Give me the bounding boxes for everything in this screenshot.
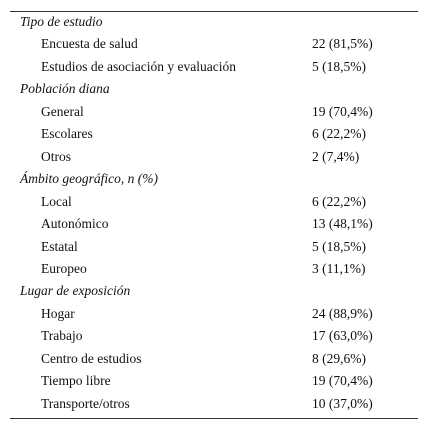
row-value: 5 (18,5%) bbox=[312, 58, 366, 74]
row-value: 8 (29,6%) bbox=[312, 350, 366, 366]
row-value: 5 (18,5%) bbox=[312, 238, 366, 254]
row-label: Trabajo bbox=[41, 328, 83, 344]
row-value: 6 (22,2%) bbox=[312, 126, 366, 142]
row-label: Encuesta de salud bbox=[41, 36, 138, 52]
row-value: 19 (70,4%) bbox=[312, 103, 373, 119]
row-value: 3 (11,1%) bbox=[312, 260, 366, 276]
section-title: Población diana bbox=[20, 81, 110, 97]
row-label: Centro de estudios bbox=[41, 350, 142, 366]
section-title: Lugar de exposición bbox=[20, 283, 131, 299]
row-label: Otros bbox=[41, 148, 71, 164]
row-label: Local bbox=[41, 193, 72, 209]
row-value: 13 (48,1%) bbox=[312, 216, 373, 232]
row-value: 22 (81,5%) bbox=[312, 36, 373, 52]
section-title: Tipo de estudio bbox=[20, 14, 103, 29]
row-label: Escolares bbox=[41, 126, 93, 142]
row-label: Tiempo libre bbox=[41, 373, 111, 389]
section-title: Ámbito geográfico, n (%) bbox=[20, 171, 158, 187]
row-label: Transporte/otros bbox=[41, 395, 130, 411]
row-label: Estudios de asociación y evaluación bbox=[41, 58, 236, 74]
row-value: 10 (37,0%) bbox=[312, 395, 373, 411]
row-label: Estatal bbox=[41, 238, 78, 254]
row-value: 2 (7,4%) bbox=[312, 148, 360, 164]
row-label: Autonómico bbox=[41, 216, 109, 232]
row-label: Europeo bbox=[41, 260, 87, 276]
bottom-rule bbox=[10, 418, 418, 419]
row-label: General bbox=[41, 103, 84, 119]
row-value: 24 (88,9%) bbox=[312, 305, 373, 321]
row-value: 19 (70,4%) bbox=[312, 373, 373, 389]
row-label: Hogar bbox=[41, 305, 75, 321]
top-rule bbox=[10, 11, 418, 12]
row-value: 17 (63,0%) bbox=[312, 328, 373, 344]
row-value: 6 (22,2%) bbox=[312, 193, 366, 209]
